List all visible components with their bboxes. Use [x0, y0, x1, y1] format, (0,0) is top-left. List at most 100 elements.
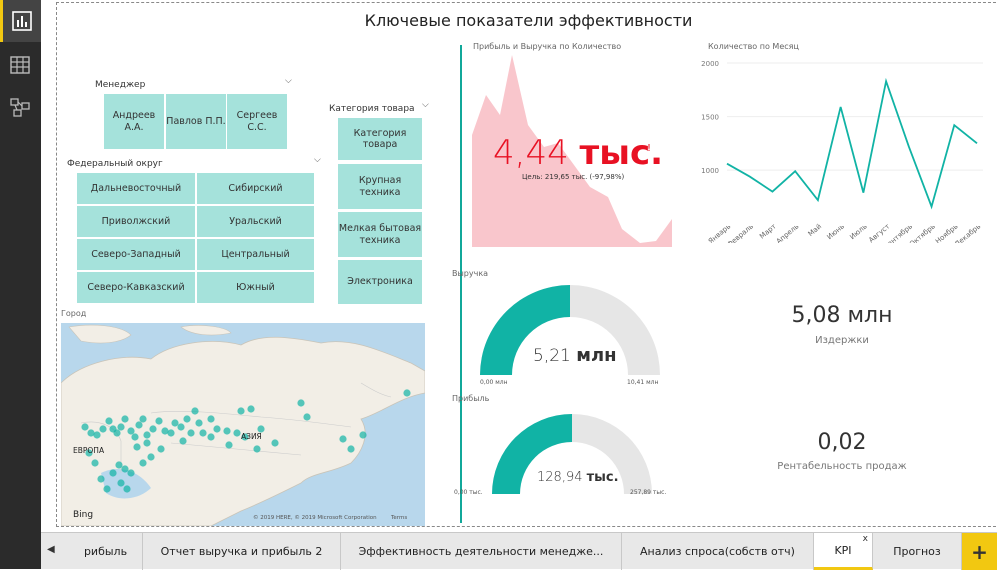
map-city-dot[interactable] [113, 429, 120, 436]
revenue-gauge-max: 10,41 млн [627, 379, 658, 386]
map-city-dot[interactable] [167, 429, 174, 436]
map-city-dot[interactable] [303, 413, 310, 420]
map-title: Город [61, 309, 86, 318]
map-city-dot[interactable] [81, 423, 88, 430]
map-city-dot[interactable] [403, 389, 410, 396]
map-city-dot[interactable] [213, 425, 220, 432]
map-city-dot[interactable] [339, 435, 346, 442]
map-city-dot[interactable] [147, 453, 154, 460]
model-view-icon[interactable] [8, 95, 32, 119]
district-slicer-title: Федеральный округ [67, 159, 163, 169]
map-city-dot[interactable] [143, 431, 150, 438]
gauge-value-unit: млн [576, 345, 616, 366]
tab-forecast[interactable]: Прогноз [873, 533, 962, 570]
category-tile[interactable]: Крупная техника [338, 164, 422, 209]
manager-tile[interactable]: Сергеев С.С. [227, 94, 287, 149]
map-city-dot[interactable] [223, 427, 230, 434]
district-tile[interactable]: Северо-Западный [77, 239, 195, 270]
report-page: Ключевые показатели эффективности Менедж… [56, 2, 997, 527]
map-city-dot[interactable] [117, 423, 124, 430]
report-view-icon[interactable] [0, 0, 41, 42]
chevron-down-icon[interactable]: ⌵ [285, 76, 292, 86]
y-tick-label: 1000 [701, 167, 719, 175]
map-city-dot[interactable] [127, 469, 134, 476]
map-city-dot[interactable] [117, 479, 124, 486]
revenue-gauge-title: Выручка [452, 269, 488, 278]
district-tile[interactable]: Центральный [197, 239, 314, 270]
map-city-dot[interactable] [91, 459, 98, 466]
map-city-dot[interactable] [105, 417, 112, 424]
category-tile[interactable]: Категория товара [338, 118, 422, 160]
district-tile[interactable]: Южный [197, 272, 314, 303]
tab-kpi[interactable]: KPI x [814, 533, 873, 570]
x-tick-label: Февраль [726, 222, 756, 243]
map-city-dot[interactable] [207, 415, 214, 422]
map-city-dot[interactable] [99, 425, 106, 432]
data-view-icon[interactable] [8, 53, 32, 77]
map-city-dot[interactable] [247, 405, 254, 412]
manager-tile[interactable]: Павлов П.П. [166, 94, 226, 149]
section-divider [460, 45, 462, 523]
map-city-dot[interactable] [271, 439, 278, 446]
map-city-dot[interactable] [157, 445, 164, 452]
map-city-dot[interactable] [115, 461, 122, 468]
map-city-dot[interactable] [253, 445, 260, 452]
map-city-dot[interactable] [123, 485, 130, 492]
map-city-dot[interactable] [149, 425, 156, 432]
category-tile[interactable]: Мелкая бытовая техника [338, 212, 422, 257]
add-page-button[interactable]: + [962, 533, 997, 570]
city-map[interactable]: ЕВРОПА АЗИЯ Bing © 2019 HERE, © 2019 Mic… [61, 323, 425, 526]
district-tile[interactable]: Уральский [197, 206, 314, 237]
map-city-dot[interactable] [207, 433, 214, 440]
tab-close-icon[interactable]: x [863, 534, 868, 544]
kpi-value-number: 4,44 [493, 133, 569, 173]
district-tile[interactable]: Северо-Кавказский [77, 272, 195, 303]
map-city-dot[interactable] [139, 415, 146, 422]
line-chart-title: Количество по Месяц [708, 42, 799, 51]
map-city-dot[interactable] [191, 407, 198, 414]
map-city-dot[interactable] [225, 441, 232, 448]
tab-profit[interactable]: рибыль [69, 533, 143, 570]
chevron-down-icon[interactable]: ⌵ [422, 100, 429, 110]
map-city-dot[interactable] [177, 423, 184, 430]
map-city-dot[interactable] [199, 429, 206, 436]
map-city-dot[interactable] [359, 431, 366, 438]
district-tile[interactable]: Приволжский [77, 206, 195, 237]
map-city-dot[interactable] [237, 407, 244, 414]
map-city-dot[interactable] [121, 415, 128, 422]
map-city-dot[interactable] [127, 427, 134, 434]
map-city-dot[interactable] [139, 459, 146, 466]
map-city-dot[interactable] [121, 465, 128, 472]
kpi-alert-icon: ! [647, 143, 651, 154]
tab-manager-efficiency[interactable]: Эффективность деятельности менедже... [341, 533, 622, 570]
map-city-dot[interactable] [97, 475, 104, 482]
map-city-dot[interactable] [183, 415, 190, 422]
category-tile[interactable]: Электроника [338, 260, 422, 304]
x-tick-label: Май [807, 222, 824, 238]
map-city-dot[interactable] [103, 485, 110, 492]
manager-tile[interactable]: Андреев А.А. [104, 94, 164, 149]
map-city-dot[interactable] [297, 399, 304, 406]
map-city-dot[interactable] [187, 429, 194, 436]
map-terms-link: Terms [390, 515, 407, 521]
map-city-dot[interactable] [133, 443, 140, 450]
map-city-dot[interactable] [143, 439, 150, 446]
map-city-dot[interactable] [195, 419, 202, 426]
map-city-dot[interactable] [135, 421, 142, 428]
chevron-down-icon[interactable]: ⌵ [314, 155, 321, 165]
map-city-dot[interactable] [109, 469, 116, 476]
tab-revenue-profit-2[interactable]: Отчет выручка и прибыль 2 [143, 533, 341, 570]
district-tile[interactable]: Дальневосточный [77, 173, 195, 204]
tab-demand-analysis[interactable]: Анализ спроса(собств отч) [622, 533, 814, 570]
scroll-left-icon[interactable]: ◀ [47, 544, 55, 555]
series-line[interactable] [727, 81, 977, 206]
map-city-dot[interactable] [131, 433, 138, 440]
map-city-dot[interactable] [179, 437, 186, 444]
map-city-dot[interactable] [233, 429, 240, 436]
district-tile[interactable]: Сибирский [197, 173, 314, 204]
map-city-dot[interactable] [171, 419, 178, 426]
map-city-dot[interactable] [347, 445, 354, 452]
map-city-dot[interactable] [93, 431, 100, 438]
map-city-dot[interactable] [155, 417, 162, 424]
